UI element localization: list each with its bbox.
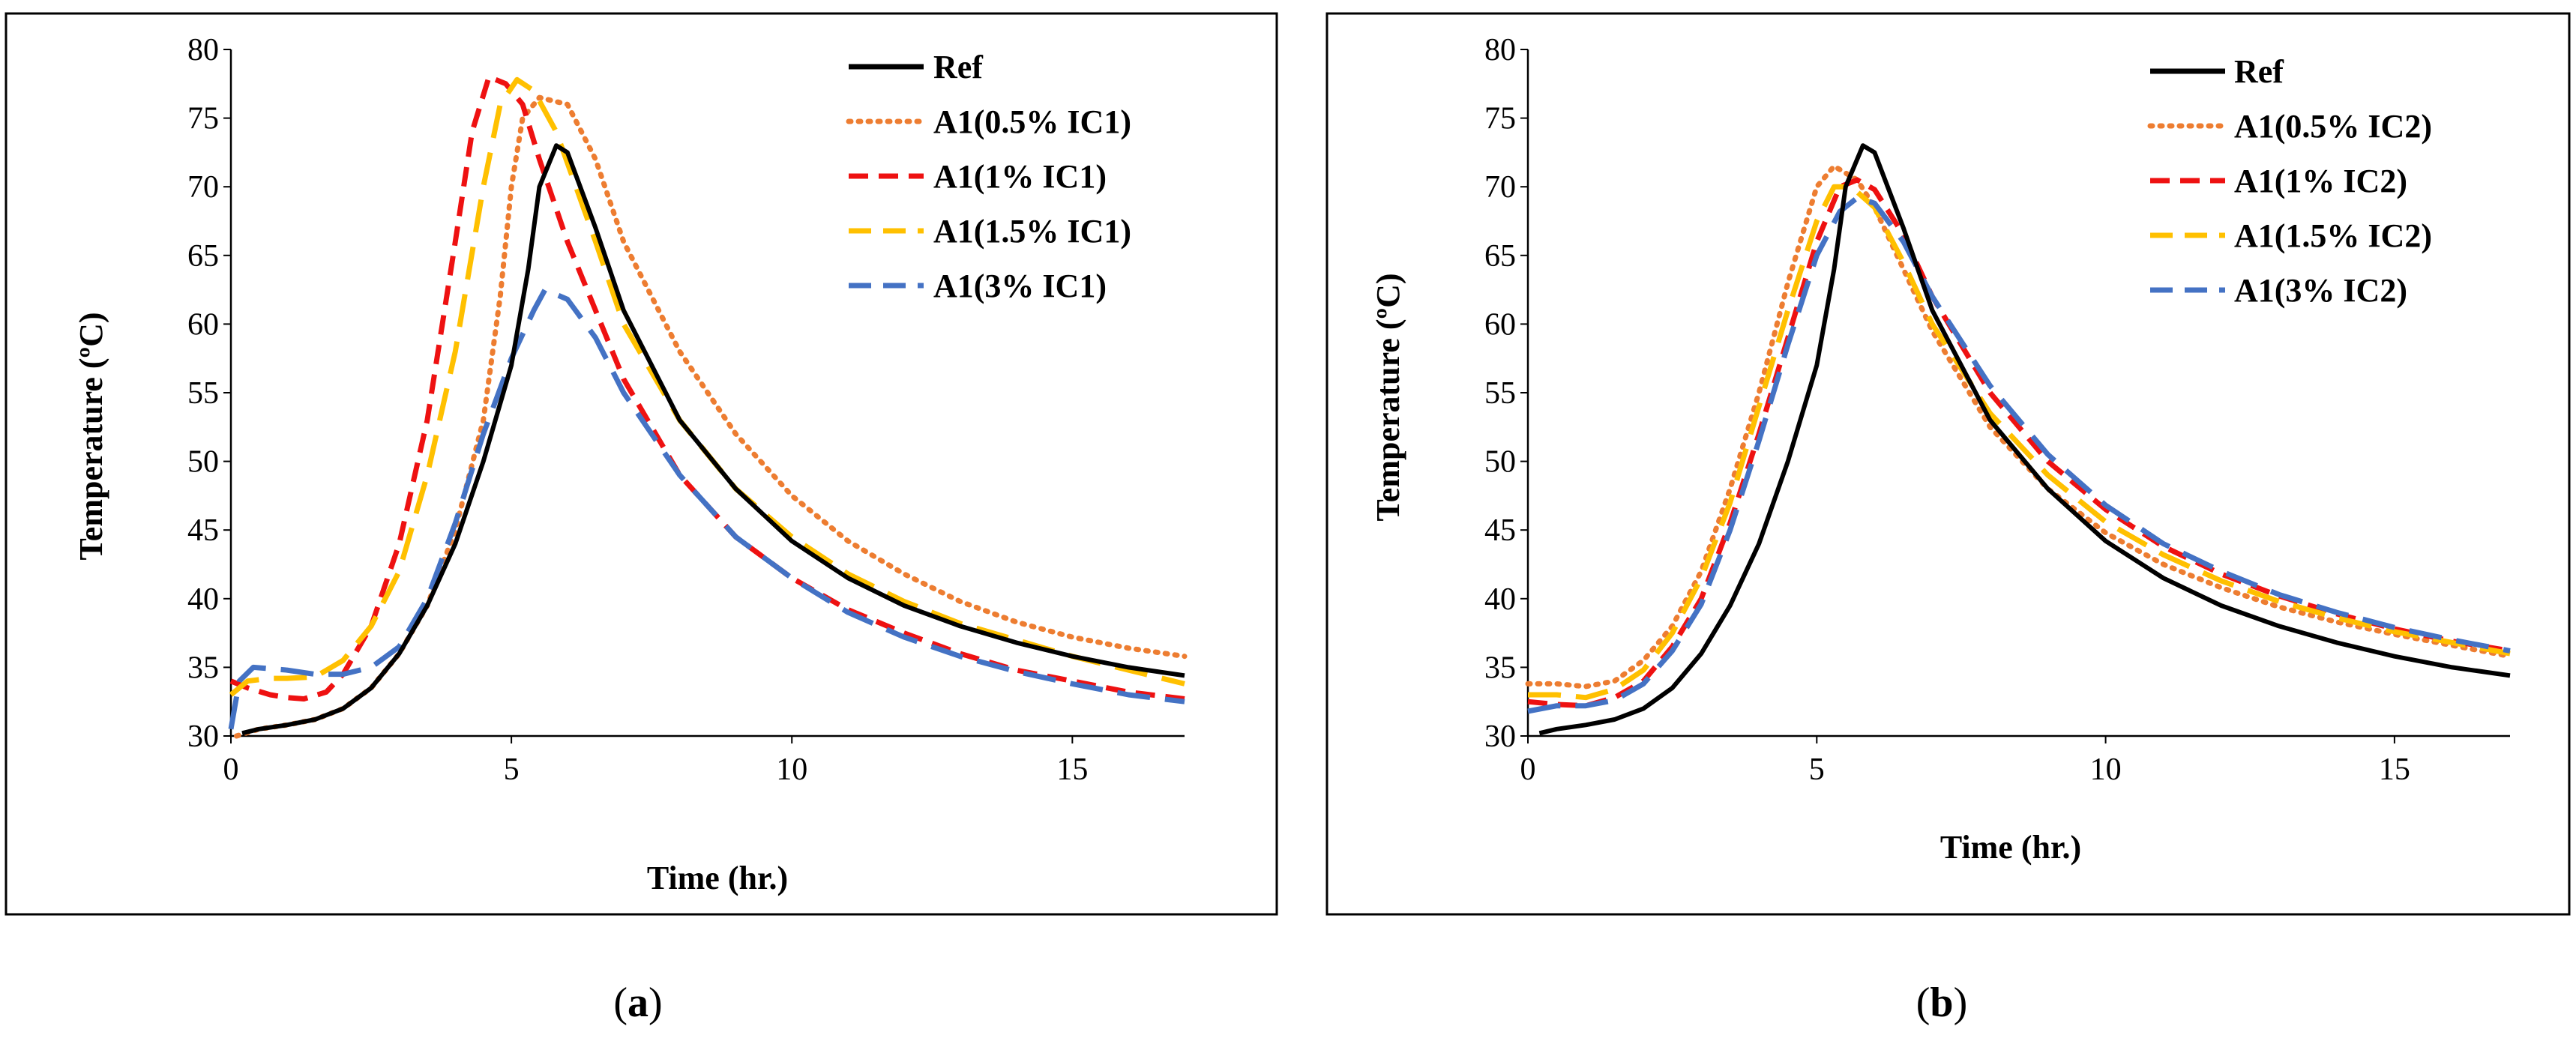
series-line-b-4	[1527, 195, 2511, 714]
caption-letter-a: a	[628, 980, 648, 1026]
y-tick-label-a: 50	[187, 445, 219, 480]
y-tick-label-b: 50	[1484, 445, 1516, 480]
series-line-a-2	[229, 74, 1185, 702]
y-axis-title-a: Temperature (ºC)	[73, 312, 109, 560]
series-line-a-1	[234, 94, 1188, 739]
x-tick-label-a: 15	[1056, 752, 1088, 787]
y-tick-label-b: 70	[1484, 170, 1516, 205]
y-tick-label-b: 30	[1484, 719, 1516, 754]
x-tick-label-b: 5	[1809, 752, 1825, 787]
x-tick-label-b: 15	[2379, 752, 2410, 787]
legend-label-a-1: A1(0.5% IC1)	[933, 103, 1131, 140]
legend-label-a-0: Ref	[933, 49, 984, 85]
y-tick-label-a: 70	[187, 170, 219, 205]
x-axis-title-a: Time (hr.)	[647, 860, 788, 896]
x-tick-label-b: 0	[1520, 752, 1536, 787]
y-axis-title-b: Temperature (ºC)	[1370, 273, 1406, 521]
y-tick-label-a: 30	[187, 719, 219, 754]
y-tick-label-b: 80	[1484, 33, 1516, 67]
legend-label-b-1: A1(0.5% IC2)	[2234, 108, 2432, 145]
legend-label-b-4: A1(3% IC2)	[2234, 272, 2407, 309]
y-tick-label-b: 55	[1484, 376, 1516, 411]
chart-border-a	[4, 12, 1278, 916]
legend-b: Ref A1(0.5% IC2) A1(1% IC2) A1(1.5% IC2) A1(…	[2147, 53, 2432, 309]
y-tick-label-b: 65	[1484, 239, 1516, 274]
x-tick-label-a: 0	[223, 752, 239, 787]
x-tick-label-b: 10	[2090, 752, 2122, 787]
plot-area-b: 30 35 40 45 50 55 60 65 70 75 80 0 5 10 15	[1484, 33, 2513, 787]
y-tick-label-a: 60	[187, 307, 219, 342]
y-tick-label-b: 60	[1484, 307, 1516, 342]
legend-a: Ref A1(0.5% IC1) A1(1% IC1) A1(1.5% IC1) A1(…	[846, 49, 1131, 304]
y-tick-label-a: 65	[187, 239, 219, 274]
y-tick-label-a: 75	[187, 102, 219, 136]
y-tick-label-a: 80	[187, 33, 219, 67]
y-tick-label-b: 40	[1484, 582, 1516, 617]
y-tick-label-a: 35	[187, 651, 219, 685]
series-line-a-0	[241, 143, 1185, 736]
series-line-b-2	[1527, 177, 2511, 709]
plot-area-a: 30 35 40 45 50 55 60 65 70 75 80 0 5 10 15	[187, 33, 1188, 787]
x-tick-label-a: 10	[776, 752, 807, 787]
y-tick-label-a: 55	[187, 376, 219, 411]
series-line-a-4	[228, 287, 1185, 730]
legend-label-a-3: A1(1.5% IC1)	[933, 213, 1131, 250]
x-tick-label-a: 5	[504, 752, 520, 787]
legend-label-b-0: Ref	[2234, 53, 2284, 90]
legend-label-b-2: A1(1% IC2)	[2234, 163, 2407, 199]
series-line-b-3	[1528, 184, 2511, 701]
y-tick-label-b: 35	[1484, 651, 1516, 685]
y-tick-label-b: 75	[1484, 102, 1516, 136]
x-axis-title-b: Time (hr.)	[1940, 829, 2081, 866]
y-tick-label-a: 40	[187, 582, 219, 617]
caption-a: (a)	[613, 980, 662, 1026]
series-line-b-0	[1538, 143, 2511, 736]
series-line-b-1	[1525, 163, 2513, 690]
caption-letter-b: b	[1930, 980, 1953, 1026]
chart-border-b	[1325, 12, 2571, 916]
series-line-a-3	[229, 76, 1185, 697]
legend-label-a-4: A1(3% IC1)	[933, 268, 1107, 304]
caption-b: (b)	[1916, 980, 1967, 1026]
y-tick-label-b: 45	[1484, 513, 1516, 548]
legend-label-b-3: A1(1.5% IC2)	[2234, 217, 2432, 254]
y-tick-label-a: 45	[187, 513, 219, 548]
legend-label-a-2: A1(1% IC1)	[933, 158, 1107, 195]
